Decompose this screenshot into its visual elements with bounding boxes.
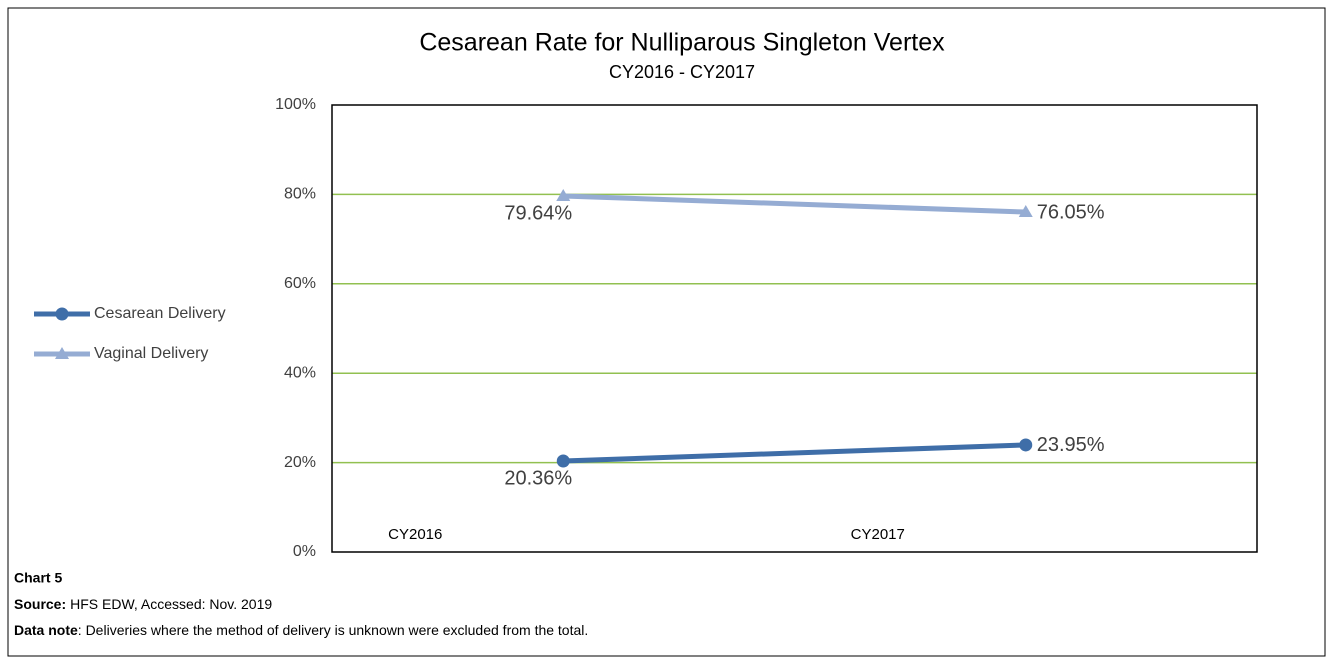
y-tick-label: 40%: [284, 364, 316, 381]
data-point: [1018, 205, 1033, 218]
series-line: [563, 193, 1026, 215]
chart-label: Chart 5: [14, 570, 62, 586]
data-point: [1019, 438, 1033, 452]
series-line: [563, 442, 1026, 464]
data-label: 23.95%: [1037, 434, 1105, 456]
note-text: : Deliveries where the method of deliver…: [78, 622, 588, 638]
chart-title: Cesarean Rate for Nulliparous Singleton …: [419, 29, 945, 57]
source: Source: HFS EDW, Accessed: Nov. 2019: [14, 596, 272, 612]
y-tick-label: 20%: [284, 454, 316, 471]
source-text: HFS EDW, Accessed: Nov. 2019: [70, 596, 272, 612]
y-tick-label: 0%: [293, 543, 316, 560]
frame: [7, 7, 1326, 657]
legend-label: Cesarean Delivery: [94, 305, 226, 322]
chart-subtitle: CY2016 - CY2017: [609, 62, 755, 82]
y-tick-label: 80%: [284, 186, 316, 203]
source-label: Source:: [14, 596, 66, 612]
data-label: 79.64%: [504, 202, 572, 224]
legend-marker: [55, 347, 69, 359]
data-note: Data note: Deliveries where the method o…: [14, 622, 588, 638]
legend-label: Vaginal Delivery: [94, 345, 208, 362]
data-point: [556, 454, 570, 468]
plot-area: [331, 104, 1258, 553]
data-label: 20.36%: [504, 467, 572, 489]
data-point: [556, 189, 571, 202]
legend-marker: [55, 307, 69, 321]
x-tick-label: CY2016: [388, 526, 442, 543]
note-label: Data note: [14, 622, 78, 638]
data-label: 76.05%: [1037, 201, 1105, 223]
x-tick-label: CY2017: [851, 526, 905, 543]
y-tick-label: 60%: [284, 275, 316, 292]
y-tick-label: 100%: [275, 96, 316, 113]
